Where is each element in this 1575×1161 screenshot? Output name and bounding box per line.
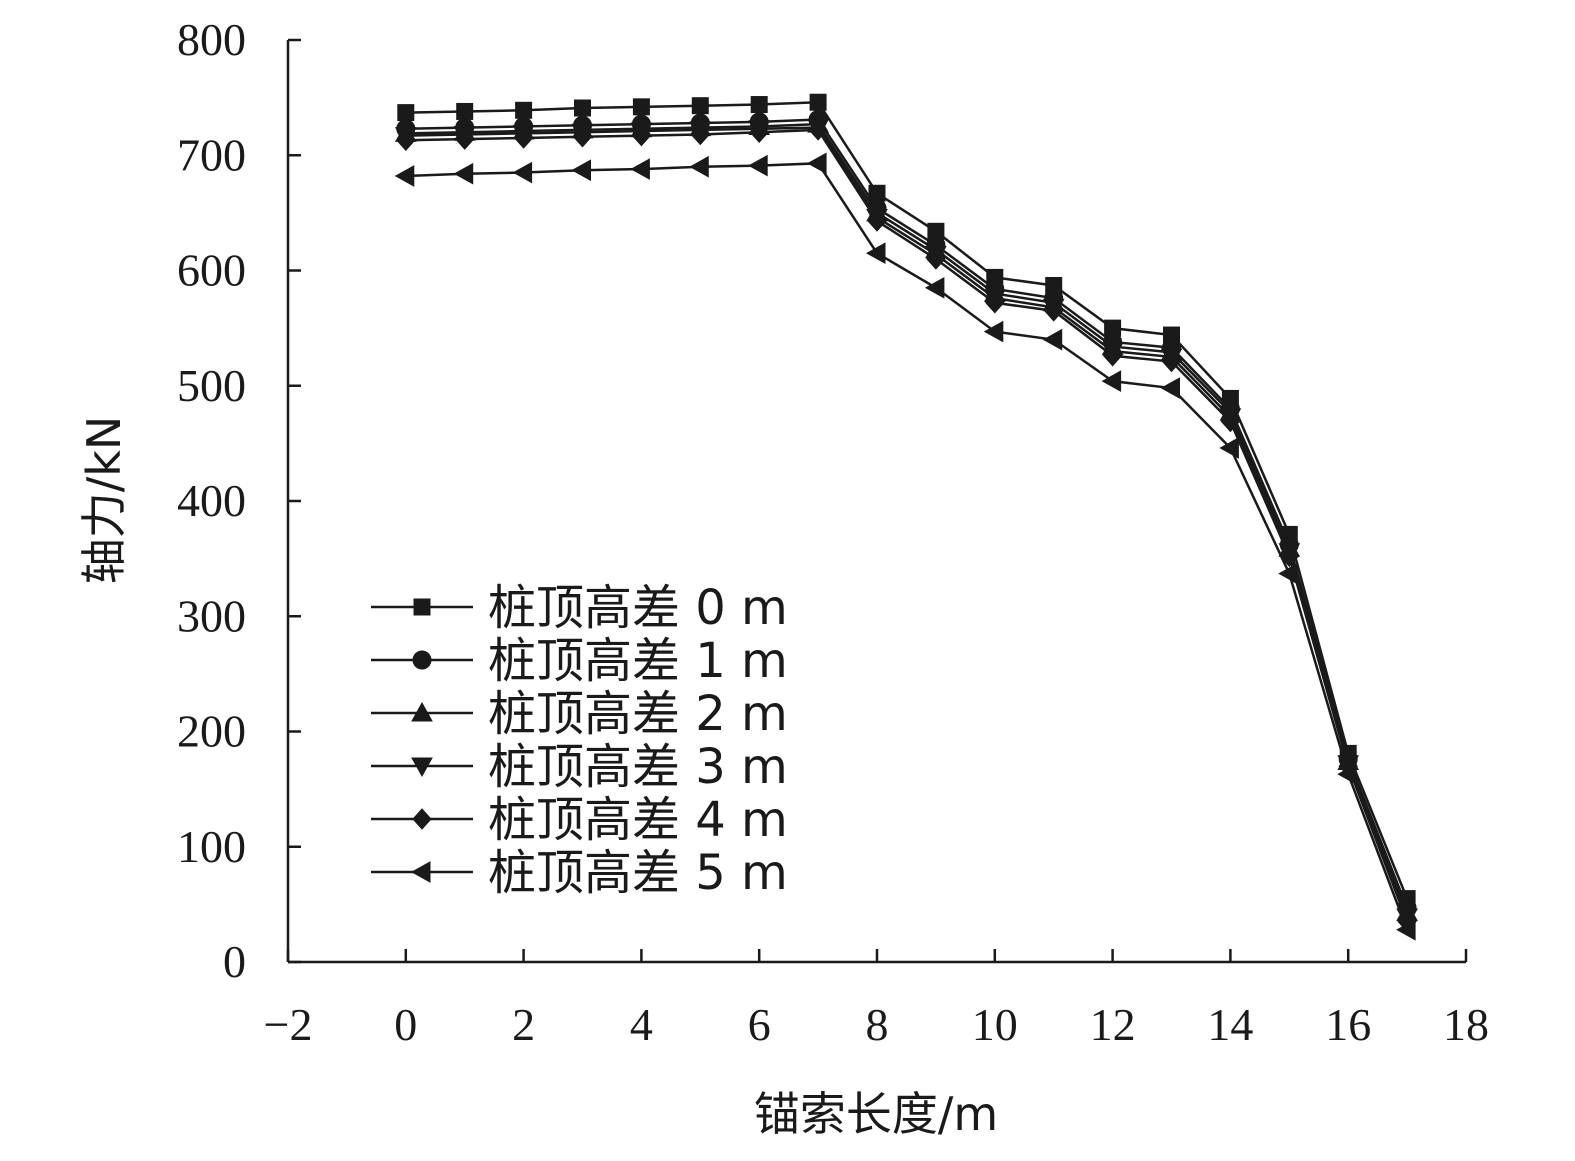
legend-item: 桩顶高差 5 m	[371, 845, 788, 901]
data-point	[1161, 350, 1182, 373]
data-point	[456, 102, 474, 120]
legend-label: 桩顶高差 3 m	[488, 739, 788, 795]
data-point	[512, 161, 533, 184]
data-point	[1337, 763, 1357, 785]
data-point	[515, 101, 533, 119]
data-point	[807, 152, 827, 175]
data-point	[453, 162, 474, 185]
x-tick-label: 10	[972, 999, 1018, 1050]
x-tick-label: 4	[630, 999, 653, 1050]
data-point	[926, 248, 946, 270]
legend-label: 桩顶高差 5 m	[488, 845, 788, 901]
legend-label: 桩顶高差 4 m	[488, 792, 788, 848]
data-point	[1396, 918, 1416, 941]
data-point	[574, 99, 591, 117]
y-tick-label: 500	[177, 360, 246, 411]
data-point	[632, 98, 650, 116]
series-line	[405, 100, 1409, 900]
data-point	[690, 123, 710, 146]
legend-marker	[411, 757, 433, 778]
data-point	[924, 276, 945, 299]
data-point	[689, 155, 709, 178]
series-line	[405, 128, 1409, 923]
y-axis-title: 轴力/kN	[77, 416, 131, 585]
legend-item: 桩顶高差 0 m	[371, 580, 788, 636]
data-point	[572, 126, 593, 148]
data-point	[867, 210, 887, 232]
legend-item: 桩顶高差 3 m	[371, 739, 788, 795]
data-point	[394, 165, 415, 187]
data-point	[1102, 345, 1123, 367]
legend-marker	[412, 808, 432, 830]
x-tick-label: 16	[1325, 999, 1371, 1050]
x-tick-label: 14	[1207, 999, 1253, 1050]
x-axis-title: 锚索长度/m	[754, 1087, 998, 1141]
data-point	[809, 93, 827, 111]
data-point	[1160, 377, 1180, 399]
data-point	[983, 320, 1004, 343]
data-point	[865, 242, 886, 265]
x-tick-label: 6	[748, 999, 771, 1050]
legend-marker	[411, 701, 433, 722]
y-tick-label: 100	[177, 821, 246, 872]
legend-marker	[413, 598, 431, 616]
y-tick-label: 600	[177, 245, 246, 296]
x-tick-label: 18	[1443, 999, 1489, 1050]
legend-marker	[410, 861, 431, 883]
x-tick-label: 2	[512, 999, 535, 1050]
y-tick-label: 800	[177, 14, 246, 65]
data-point	[748, 154, 768, 177]
data-point	[985, 292, 1005, 314]
y-tick-label: 700	[177, 129, 246, 180]
data-point	[513, 127, 534, 149]
series-line	[405, 122, 1409, 913]
legend-label: 桩顶高差 2 m	[488, 686, 788, 742]
x-tick-label: 0	[394, 999, 417, 1050]
data-point	[1101, 370, 1122, 392]
data-point	[1042, 328, 1063, 351]
data-point	[1220, 410, 1241, 433]
x-tick-label: 8	[866, 999, 889, 1050]
legend-label: 桩顶高差 0 m	[488, 580, 788, 636]
data-point	[571, 159, 591, 182]
data-point	[455, 128, 475, 150]
legend-item: 桩顶高差 1 m	[371, 633, 788, 689]
legend-label: 桩顶高差 1 m	[488, 633, 788, 689]
data-point	[396, 129, 416, 152]
y-tick-label: 0	[223, 936, 246, 987]
data-point	[750, 96, 768, 114]
series-line	[405, 126, 1409, 918]
y-tick-label: 200	[177, 706, 246, 757]
y-tick-label: 300	[177, 590, 246, 641]
series-5	[394, 152, 1416, 941]
series-layer	[394, 93, 1418, 941]
data-point	[1044, 300, 1064, 322]
axes: 0 100 200 300 400 500 600 700 800 −2 0 2 4 6 8 10 12 14 16…	[177, 14, 1489, 1050]
data-point	[631, 124, 652, 147]
data-point	[630, 158, 650, 180]
data-point	[1219, 437, 1239, 459]
data-point	[691, 97, 709, 115]
y-tick-label: 400	[177, 475, 246, 526]
data-point	[1278, 562, 1298, 585]
legend-item: 桩顶高差 2 m	[371, 686, 788, 742]
legend-item: 桩顶高差 4 m	[371, 792, 788, 848]
data-point	[808, 119, 828, 141]
legend-marker	[412, 650, 432, 670]
x-tick-label: 12	[1090, 999, 1136, 1050]
data-point	[397, 104, 415, 122]
x-tick-label: −2	[264, 999, 313, 1050]
data-point	[749, 121, 769, 143]
